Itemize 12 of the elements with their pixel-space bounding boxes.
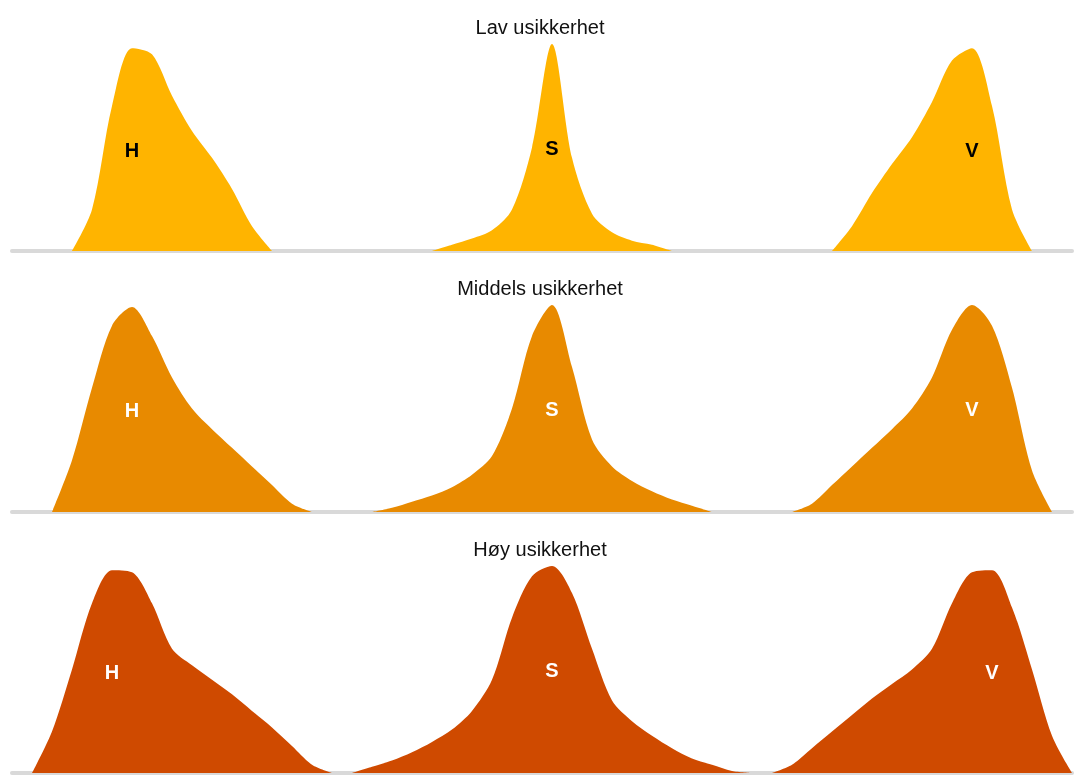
series-label: S bbox=[545, 658, 559, 681]
series-label: H bbox=[104, 660, 120, 683]
chart-title: Lav usikkerhet bbox=[475, 16, 605, 38]
chart-title: Høy usikkerhet bbox=[473, 538, 608, 560]
series-label: V bbox=[985, 660, 1000, 683]
series-label: H bbox=[124, 138, 140, 161]
series-label: V bbox=[965, 397, 980, 420]
chart-title: Middels usikkerhet bbox=[457, 277, 624, 299]
series-label: S bbox=[545, 397, 559, 420]
series-label: V bbox=[965, 138, 980, 161]
series-label: H bbox=[124, 398, 140, 421]
series-label: S bbox=[545, 136, 559, 159]
